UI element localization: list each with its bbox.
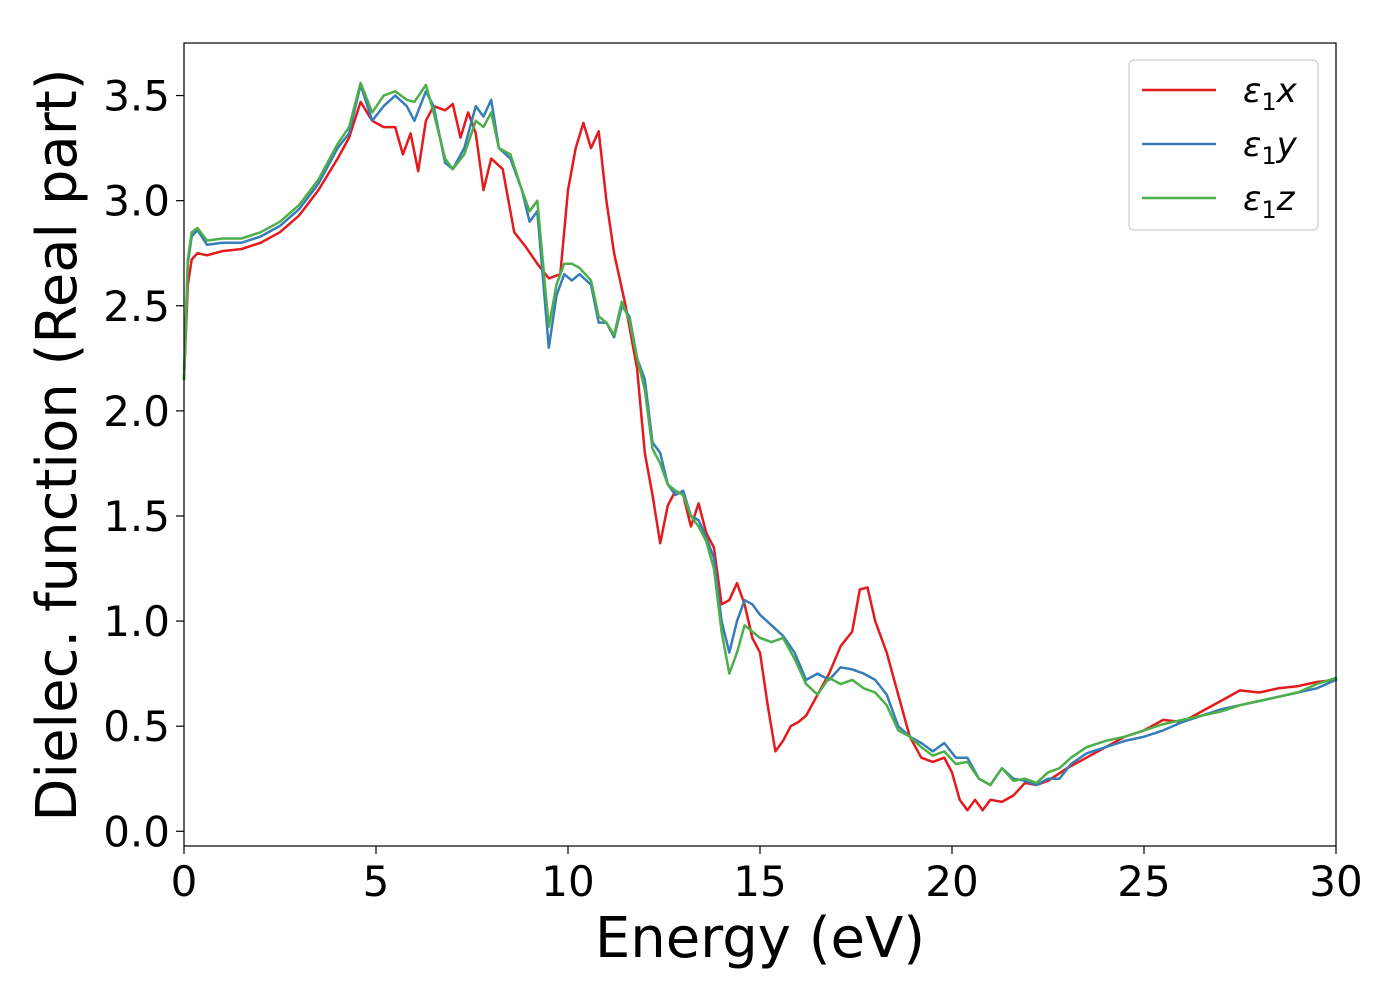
y-tick-label: 1.5 [103,492,170,541]
legend-label-axis: x [1276,71,1298,111]
y-tick-label: 0.5 [103,702,170,751]
series-line-0 [182,100,1338,812]
y-tick-label: 2.5 [103,282,170,331]
x-tick-label: 5 [363,857,390,906]
legend-label-subscript: 1 [1261,88,1276,116]
legend-label-subscript: 1 [1261,142,1276,170]
axis-ticks: 0 5 10 15 20 25 30 0.0 0.5 1.0 1.5 2.0 2.5 3.0 3.5 [103,72,1363,906]
y-tick-label: 1.0 [103,597,170,646]
legend-label-axis: y [1276,125,1298,165]
legend-label-subscript: 1 [1261,196,1276,224]
y-axis-label: Dielec. function (Real part) [25,68,90,821]
legend-label-symbol: ε [1243,179,1261,219]
y-tick-label: 0.0 [103,807,170,856]
legend-label: ε1z [1243,179,1296,224]
legend-label-axis: z [1276,179,1296,219]
x-axis-label: Energy (eV) [595,906,925,971]
x-tick-label: 20 [925,857,978,906]
x-tick-label: 10 [541,857,594,906]
x-tick-label: 30 [1309,857,1362,906]
y-tick-label: 2.0 [103,387,170,436]
legend-label-symbol: ε [1243,125,1261,165]
y-tick-label: 3.0 [103,177,170,226]
legend-label: ε1x [1243,71,1298,116]
series-line-2 [182,81,1338,787]
x-tick-label: 15 [733,857,786,906]
x-tick-label: 25 [1117,857,1170,906]
y-tick-label: 3.5 [103,72,170,121]
plot-frame [183,42,1337,847]
legend-box [1128,59,1319,231]
x-tick-label: 0 [171,857,198,906]
plot-lines [182,81,1338,812]
legend-label-symbol: ε [1243,71,1261,111]
legend-label: ε1y [1243,125,1298,170]
